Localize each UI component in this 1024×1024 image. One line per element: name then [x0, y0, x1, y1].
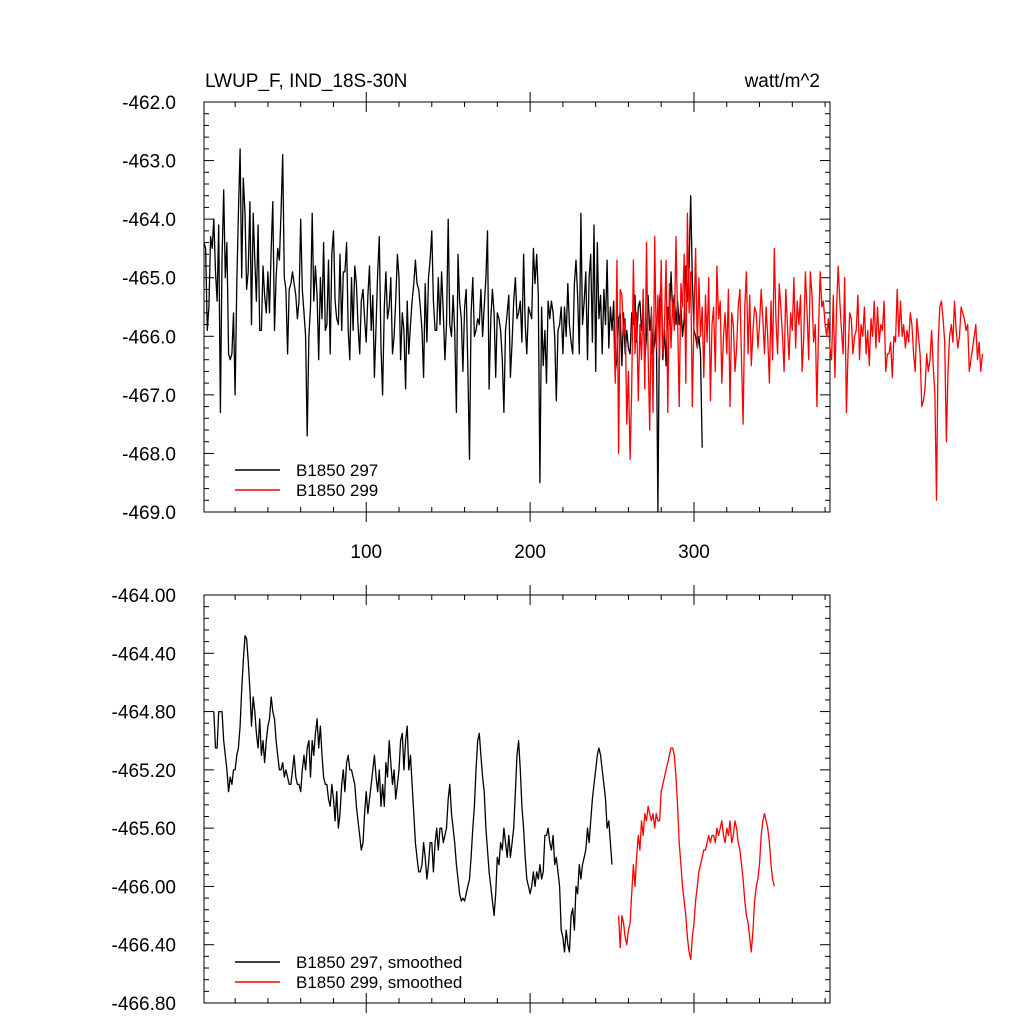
panel-2: -464.00 -464.40 -464.80 -465.20 -465.60 -466.… [112, 585, 831, 1015]
y-tick-label: -465.0 [122, 269, 176, 290]
y-tick-label: -463.0 [122, 152, 176, 173]
plot-frame [203, 101, 831, 513]
y-tick-label: -464.0 [122, 210, 176, 231]
series-line-2 [613, 212, 984, 501]
y-tick-label: -465.20 [112, 761, 176, 782]
y-tick-label: -465.60 [112, 819, 176, 840]
y-tick-label: -464.40 [112, 644, 176, 665]
units-label: watt/m^2 [744, 71, 820, 92]
y-tick-label: -464.80 [112, 703, 176, 724]
y-tick-label: -462.0 [122, 93, 176, 114]
y-tick-label: -467.0 [122, 386, 176, 407]
y-tick-label: -466.0 [122, 327, 176, 348]
legend-label-2: B1850 299 [296, 481, 378, 500]
y-tick-label: -466.00 [112, 877, 176, 898]
plot-frame [203, 594, 831, 1004]
x-tick-label: 200 [514, 542, 546, 563]
y-tick-label: -469.0 [122, 503, 176, 524]
legend-label-1: B1850 297 [296, 461, 378, 480]
panel-1: -462.0 -463.0 -464.0 -465.0 -466.0 -467.0 -468… [122, 92, 984, 563]
chart-title: LWUP_F, IND_18S-30N [205, 71, 407, 92]
y-tick-label: -466.80 [112, 994, 176, 1015]
x-tick-label: 300 [678, 542, 710, 563]
legend-label-1: B1850 297, smoothed [296, 953, 462, 972]
series-line-1 [213, 635, 613, 953]
y-tick-label: -464.00 [112, 586, 176, 607]
legend-label-2: B1850 299, smoothed [296, 973, 462, 992]
y-tick-label: -468.0 [122, 444, 176, 465]
series-line-1 [203, 148, 703, 513]
y-tick-label: -466.40 [112, 936, 176, 957]
series-line-2 [617, 747, 775, 960]
x-tick-label: 100 [350, 542, 382, 563]
